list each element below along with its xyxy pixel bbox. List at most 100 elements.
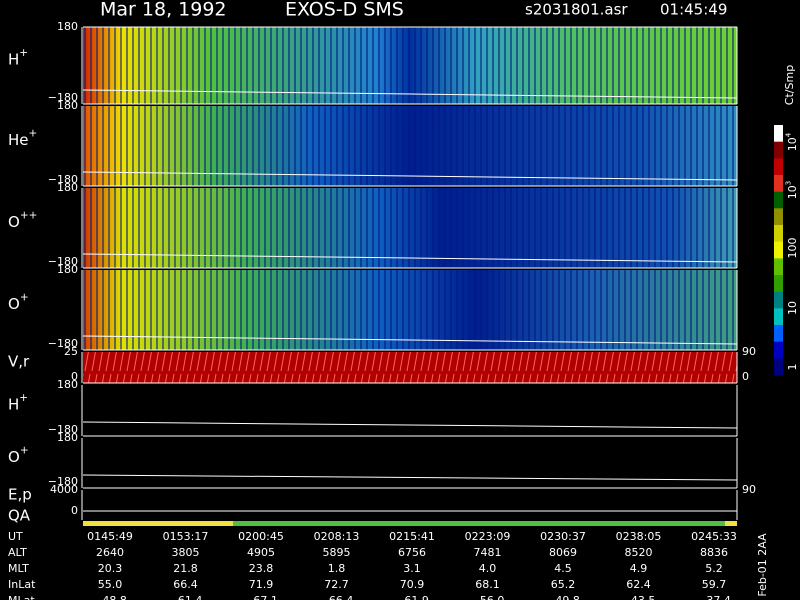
qa-bar — [233, 521, 725, 526]
trace — [82, 335, 738, 345]
panel-label: O++ — [8, 209, 37, 230]
colorbar-label-base: 10 — [786, 137, 799, 151]
row-value: 8520 — [625, 546, 653, 559]
tick-label: −180 — [48, 337, 78, 350]
colorbar-label: 103 — [785, 181, 800, 199]
colorbar-cell — [774, 241, 783, 259]
right-tick-label: 90 — [742, 345, 756, 358]
panel-label-base: O — [8, 448, 20, 466]
row-value: −37.4 — [697, 594, 731, 600]
row-value: 0223:09 — [465, 530, 511, 543]
row-value: 0215:41 — [389, 530, 435, 543]
panel-label: E,p — [8, 485, 32, 503]
row-value: 0200:45 — [238, 530, 284, 543]
row-value: 4.0 — [479, 562, 497, 575]
file: s2031801.asr — [525, 1, 628, 19]
right-tick-label: 90 — [742, 483, 756, 496]
row-value: 66.4 — [173, 578, 198, 591]
panel-label-base: O — [8, 295, 20, 313]
row-value: 21.8 — [173, 562, 198, 575]
row-value: 4.9 — [630, 562, 648, 575]
panel-label-base: H — [8, 50, 19, 68]
colorbar-cell — [774, 208, 783, 226]
row-value: 20.3 — [98, 562, 123, 575]
panel-label: H+ — [8, 392, 28, 413]
row-name: ALT — [8, 546, 27, 559]
tick-label: 25 — [64, 345, 78, 358]
colorbar-label: 100 — [786, 238, 799, 259]
tick-label: −180 — [48, 423, 78, 436]
spectrogram-texture — [83, 27, 737, 104]
row-value: 7481 — [474, 546, 502, 559]
panel-label-sup: + — [19, 392, 28, 404]
colorbar-label-base: 10 — [786, 185, 799, 199]
colorbar-label: 1 — [786, 364, 799, 371]
colorbar-cell — [774, 141, 783, 159]
colorbar-cell — [774, 175, 783, 193]
row-value: 72.7 — [324, 578, 349, 591]
row-value: 70.9 — [400, 578, 425, 591]
row-value: 23.8 — [249, 562, 274, 575]
row-value: −61.4 — [169, 594, 203, 600]
row-value: 4.5 — [554, 562, 572, 575]
row-value: 0153:17 — [163, 530, 209, 543]
row-value: 55.0 — [98, 578, 123, 591]
row-value: 71.9 — [249, 578, 274, 591]
colorbar-label-base: 100 — [786, 238, 799, 259]
row-value: 8836 — [700, 546, 728, 559]
vr-band — [83, 352, 737, 383]
colorbar-label-sup: 3 — [785, 181, 793, 185]
colorbar-cell — [774, 275, 783, 293]
row-value: 3.1 — [403, 562, 421, 575]
date: Mar 18, 1992 — [100, 0, 227, 21]
panel-label-sup: ++ — [20, 209, 38, 221]
tick-label: 180 — [57, 378, 78, 391]
row-value: 0238:05 — [616, 530, 662, 543]
row-value: 68.1 — [475, 578, 500, 591]
panel-label: He+ — [8, 127, 37, 148]
tick-label: 180 — [57, 263, 78, 276]
panel-label-base: V,r — [8, 352, 30, 370]
colorbar-cell — [774, 341, 783, 359]
row-value: 4905 — [247, 546, 275, 559]
row-value: −48.8 — [93, 594, 127, 600]
tick-label: −180 — [48, 475, 78, 488]
tick-label: 180 — [57, 20, 78, 33]
row-value: 2640 — [96, 546, 124, 559]
row-value: 0245:33 — [691, 530, 737, 543]
row-value: −43.5 — [622, 594, 656, 600]
row-value: 3805 — [172, 546, 200, 559]
colorbar-label-base: 10 — [786, 301, 799, 315]
trace — [82, 253, 738, 263]
row-value: 6756 — [398, 546, 426, 559]
panel-label-sup: + — [19, 47, 28, 59]
panel-label-base: E,p — [8, 485, 32, 503]
colorbar-label: 104 — [785, 132, 800, 151]
colorbar-cell — [774, 125, 783, 143]
colorbar-title: Ct/Smp — [783, 65, 796, 105]
tick-label: 180 — [57, 99, 78, 112]
colorbar-cell — [774, 191, 783, 209]
row-value: 0230:37 — [540, 530, 586, 543]
colorbar-cell — [774, 158, 783, 176]
row-value: 65.2 — [551, 578, 576, 591]
row-value: 0145:49 — [87, 530, 133, 543]
right-tick-label: 0 — [742, 370, 749, 383]
colorbar-cell — [774, 358, 783, 376]
trace — [82, 421, 738, 429]
tick-label: 180 — [57, 431, 78, 444]
colorbar-label: 10 — [786, 301, 799, 315]
row-value: −61.9 — [395, 594, 429, 600]
row-value: 0208:13 — [314, 530, 360, 543]
row-name: UT — [8, 530, 23, 543]
colorbar-cell — [774, 291, 783, 309]
row-value: 59.7 — [702, 578, 727, 591]
colorbar-cell — [774, 258, 783, 276]
trace — [82, 171, 738, 181]
spectrogram-texture — [83, 188, 737, 268]
qa-bar — [83, 521, 233, 526]
row-value: −49.8 — [546, 594, 580, 600]
tick-label: 180 — [57, 181, 78, 194]
time: 01:45:49 — [660, 1, 727, 19]
